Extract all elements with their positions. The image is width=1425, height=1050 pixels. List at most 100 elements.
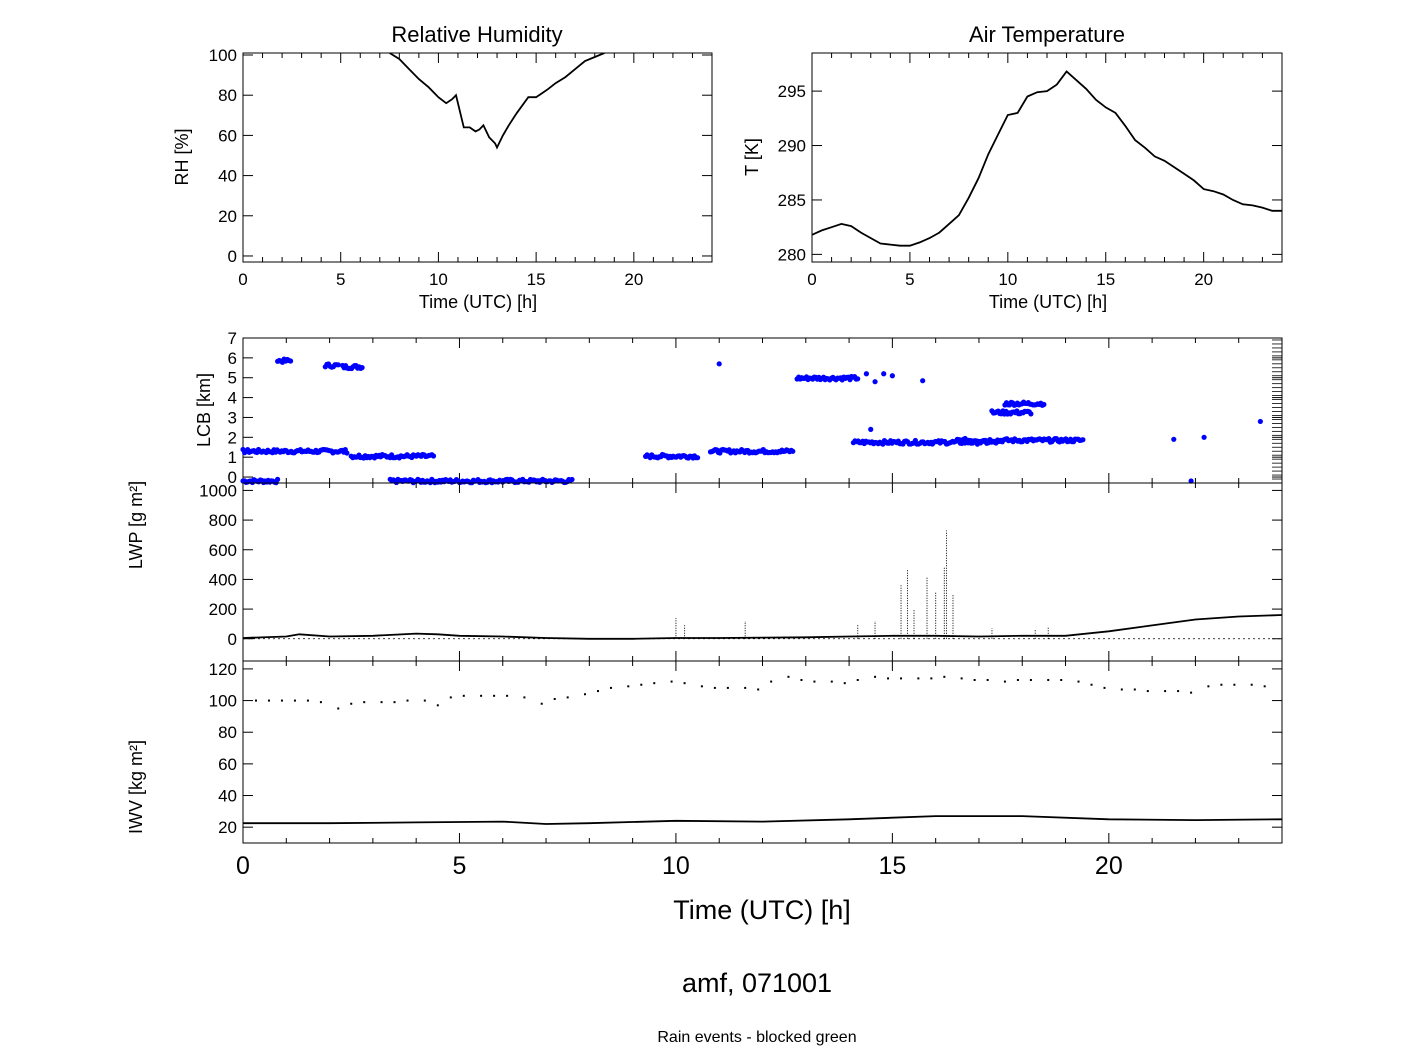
- iwv-dot: [1263, 685, 1266, 688]
- iwv-ytick-label: 20: [218, 818, 237, 837]
- lcb-ytick-label: 5: [228, 369, 237, 388]
- iwv-ytick-label: 40: [218, 787, 237, 806]
- iwv-dot: [713, 686, 716, 689]
- lwp-ytick-label: 400: [209, 570, 237, 589]
- temp-panel: Air Temperature 280 285 290 295 0 5 10 15 20 Tim…: [742, 22, 1283, 312]
- iwv-dot: [856, 678, 859, 681]
- iwv-dot: [449, 696, 452, 699]
- iwv-dot: [843, 682, 846, 685]
- lcb-ytick-label: 4: [228, 389, 237, 408]
- rh-series-line: [389, 53, 605, 150]
- lwp-ytick-label: 800: [209, 511, 237, 530]
- iwv-dot: [627, 685, 630, 688]
- iwv-dot: [1029, 678, 1032, 681]
- iwv-dot: [960, 677, 963, 680]
- iwv-dot: [609, 686, 612, 689]
- iwv-dot: [887, 677, 890, 680]
- rh-ytick-label: 20: [218, 207, 237, 226]
- iwv-dot: [874, 675, 877, 678]
- iwv-dot: [1090, 683, 1093, 686]
- iwv-plot-area: 20 40 60 80 100 120 0 5 10 15 20: [209, 660, 1283, 880]
- rh-title: Relative Humidity: [391, 22, 562, 47]
- temp-ytick-label: 290: [778, 137, 806, 156]
- lcb-point: [1201, 434, 1207, 440]
- iwv-xtick-label: 15: [878, 852, 906, 880]
- temp-xtick-label: 0: [807, 270, 816, 289]
- temp-ylabel: T [K]: [742, 138, 762, 176]
- lcb-ytick-label: 2: [228, 428, 237, 447]
- iwv-dot: [596, 690, 599, 693]
- lcb-point: [1080, 437, 1086, 443]
- temp-xtick-label: 20: [1194, 270, 1213, 289]
- iwv-dot: [787, 675, 790, 678]
- lcb-point: [1188, 478, 1194, 484]
- iwv-dot: [986, 678, 989, 681]
- lcb-point: [288, 358, 294, 364]
- lcb-point: [868, 426, 874, 432]
- iwv-dot: [423, 699, 426, 702]
- iwv-ytick-label: 120: [209, 660, 237, 679]
- iwv-ylabel: IWV [kg m²]: [126, 740, 146, 834]
- lcb-ytick-label: 6: [228, 349, 237, 368]
- iwv-xlabel: Time (UTC) [h]: [673, 895, 851, 925]
- temp-xtick-label: 10: [998, 270, 1017, 289]
- iwv-dot: [406, 699, 409, 702]
- lcb-point: [1028, 411, 1034, 417]
- figure-title: amf, 071001: [682, 968, 832, 998]
- iwv-dot: [493, 694, 496, 697]
- lcb-point: [359, 365, 365, 371]
- iwv-dot: [1207, 685, 1210, 688]
- iwv-dot: [350, 702, 353, 705]
- rh-xtick-label: 5: [336, 270, 345, 289]
- iwv-dot: [319, 701, 322, 704]
- iwv-dot: [540, 702, 543, 705]
- iwv-dot: [1190, 691, 1193, 694]
- lcb-ytick-label: 0: [228, 468, 237, 487]
- rh-ytick-label: 40: [218, 167, 237, 186]
- rh-ytick-label: 100: [209, 46, 237, 65]
- iwv-dot: [566, 696, 569, 699]
- iwv-dot: [553, 697, 556, 700]
- lcb-point: [872, 379, 878, 385]
- iwv-dot: [363, 701, 366, 704]
- lcb-point: [855, 376, 861, 382]
- rh-plot-area: 0 20 40 60 80 100 0 5 10 15 20: [209, 46, 713, 289]
- iwv-dot: [506, 694, 509, 697]
- iwv-dot: [1060, 678, 1063, 681]
- iwv-dot: [653, 682, 656, 685]
- temp-xlabel: Time (UTC) [h]: [989, 292, 1107, 312]
- lwp-ytick-label: 200: [209, 600, 237, 619]
- lcb-point: [335, 362, 341, 368]
- lcb-point: [889, 373, 895, 379]
- rh-ytick-label: 60: [218, 126, 237, 145]
- lcb-point: [881, 371, 887, 377]
- lwp-plot-area: 0 200 400 600 800 1000: [199, 481, 1283, 662]
- iwv-dot: [1220, 683, 1223, 686]
- iwv-dot: [523, 696, 526, 699]
- iwv-dot: [800, 678, 803, 681]
- iwv-dot: [380, 701, 383, 704]
- temp-plot-area: 280 285 290 295 0 5 10 15 20: [778, 52, 1283, 289]
- lcb-point: [344, 450, 350, 456]
- iwv-dot: [393, 701, 396, 704]
- lwp-series-line: [243, 614, 1282, 640]
- lcb-point: [430, 453, 437, 459]
- iwv-ytick-label: 100: [209, 692, 237, 711]
- rh-xlabel: Time (UTC) [h]: [419, 292, 537, 312]
- lcb-point: [1257, 418, 1263, 425]
- iwv-series-line: [243, 815, 1282, 825]
- rh-xtick-label: 10: [429, 270, 448, 289]
- iwv-dot: [436, 704, 439, 707]
- iwv-xtick-label: 5: [453, 852, 467, 880]
- iwv-dot: [306, 699, 309, 702]
- temp-ytick-label: 295: [778, 82, 806, 101]
- lwp-ytick-label: 1000: [199, 481, 237, 500]
- rh-ytick-label: 0: [228, 247, 237, 266]
- rh-ytick-label: 80: [218, 86, 237, 105]
- iwv-dot: [462, 694, 465, 697]
- iwv-dot: [830, 680, 833, 683]
- temp-ytick-label: 280: [778, 245, 806, 264]
- iwv-dot: [744, 686, 747, 689]
